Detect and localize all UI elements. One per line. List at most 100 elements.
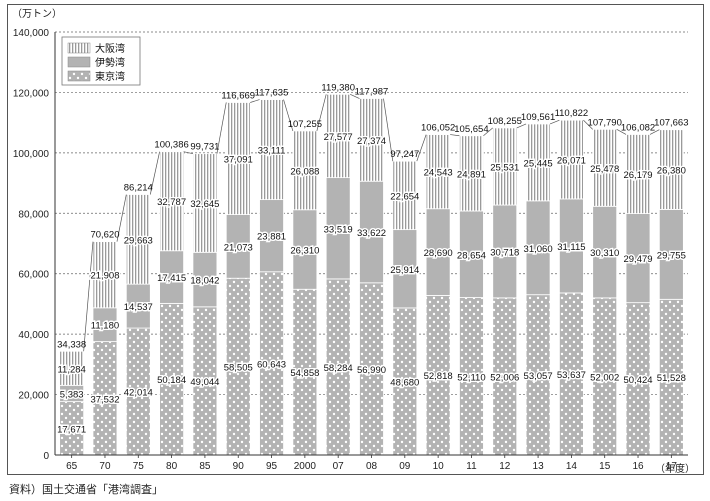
total-connector-line	[649, 129, 660, 135]
bar-segment-osaka-bay	[625, 134, 651, 214]
value-label-tokyo-bay: 50,424	[623, 375, 652, 386]
bar-segment-osaka-bay	[59, 350, 85, 386]
value-label-osaka-bay: 27,374	[357, 136, 386, 147]
bar-segment-ise-bay	[92, 307, 118, 342]
x-tick-label: 85	[199, 461, 211, 472]
bar-segment-osaka-bay	[192, 153, 218, 253]
bar-segment-osaka-bay	[225, 102, 251, 215]
value-label-tokyo-bay: 50,184	[157, 375, 186, 386]
value-label-osaka-bay: 24,891	[457, 169, 486, 180]
value-label-tokyo-bay: 58,505	[224, 363, 253, 374]
value-label-ise-bay: 25,914	[390, 265, 419, 276]
x-tick-label: 95	[266, 461, 278, 472]
bar-segment-ise-bay	[459, 210, 484, 298]
bar-segment-osaka-bay	[159, 151, 185, 252]
bar-segment-ise-bay	[492, 204, 518, 299]
bar-segment-ise-bay	[525, 200, 551, 296]
value-label-tokyo-bay: 49,044	[190, 377, 219, 388]
bar-segment-ise-bay	[425, 208, 451, 296]
total-connector-line	[350, 93, 360, 99]
value-label-osaka-bay: 22,654	[390, 191, 419, 202]
bar-segment-ise-bay	[225, 214, 251, 279]
legend-label-tokyo-bay: 東京湾	[95, 70, 125, 83]
total-connector-line	[549, 119, 560, 125]
y-tick-label: 120,000	[13, 88, 50, 99]
value-label-ise-bay: 11,180	[91, 321, 119, 332]
total-label: 34,338	[57, 339, 86, 350]
bar-segment-ise-bay	[625, 213, 651, 304]
total-label: 117,635	[255, 88, 289, 99]
value-label-ise-bay: 33,519	[324, 224, 353, 235]
value-label-osaka-bay: 32,787	[157, 197, 186, 208]
bar-segment-osaka-bay	[92, 241, 118, 309]
value-label-tokyo-bay: 52,002	[590, 372, 619, 383]
total-label: 116,669	[221, 90, 255, 101]
bar-segment-ise-bay	[592, 205, 618, 299]
value-label-ise-bay: 30,310	[590, 248, 619, 259]
x-tick-label: 70	[99, 461, 111, 472]
value-label-ise-bay: 17,415	[157, 273, 186, 284]
total-label: 97,247	[390, 149, 419, 160]
value-label-ise-bay: 26,310	[290, 246, 319, 257]
legend-label-osaka-bay: 大阪湾	[95, 42, 125, 55]
y-tick-label: 60,000	[18, 270, 49, 281]
value-label-osaka-bay: 29,663	[124, 235, 153, 246]
legend-swatch-tokyo-bay	[67, 70, 91, 82]
bar-segment-osaka-bay	[292, 130, 318, 211]
x-tick-label: 12	[499, 461, 511, 472]
bar-segment-osaka-bay	[558, 119, 584, 200]
chart-frame	[7, 4, 704, 475]
bar-segment-ise-bay	[392, 229, 418, 309]
legend-swatch-osaka-bay	[67, 42, 91, 54]
bar-segment-osaka-bay	[392, 160, 418, 231]
value-label-osaka-bay: 26,071	[557, 156, 586, 167]
value-label-ise-bay: 23,881	[257, 232, 286, 243]
total-connector-line	[483, 127, 493, 137]
y-tick-label: 140,000	[13, 28, 50, 39]
value-label-osaka-bay: 26,088	[290, 166, 319, 177]
total-connector-line	[183, 151, 193, 155]
bar-segment-osaka-bay	[525, 123, 551, 202]
value-label-tokyo-bay: 52,110	[457, 372, 485, 383]
x-tick-label: 08	[366, 461, 378, 472]
value-label-osaka-bay: 25,478	[590, 164, 619, 175]
y-tick-label: 20,000	[18, 391, 49, 402]
bar-segment-osaka-bay	[325, 93, 351, 179]
bar-segment-tokyo-bay	[292, 288, 318, 456]
y-tick-label: 0	[43, 451, 49, 462]
total-label: 117,987	[355, 87, 389, 98]
value-label-ise-bay: 18,042	[190, 276, 219, 287]
legend-swatch-ise-bay	[67, 56, 91, 68]
x-tick-label: 75	[133, 461, 145, 472]
value-label-ise-bay: 28,654	[457, 250, 486, 261]
value-label-tokyo-bay: 48,680	[390, 377, 419, 388]
value-label-tokyo-bay: 53,057	[524, 371, 553, 382]
total-label: 119,380	[321, 82, 355, 93]
total-connector-line	[149, 151, 160, 195]
value-label-ise-bay: 33,622	[357, 228, 386, 239]
bar-segment-tokyo-bay	[259, 271, 284, 456]
value-label-ise-bay: 30,718	[490, 247, 519, 258]
value-label-tokyo-bay: 37,532	[90, 394, 119, 405]
total-label: 107,790	[588, 117, 622, 128]
value-label-osaka-bay: 25,531	[490, 162, 519, 173]
bar-segment-tokyo-bay	[192, 306, 218, 456]
x-tick-label: 16	[632, 461, 644, 472]
total-connector-line	[616, 129, 627, 135]
value-label-ise-bay: 14,537	[124, 302, 153, 313]
total-connector-line	[383, 98, 394, 162]
total-label: 105,654	[454, 124, 488, 135]
x-tick-label: 2000	[294, 461, 317, 472]
bar-segment-ise-bay	[359, 180, 384, 284]
x-tick-label: 10	[433, 461, 445, 472]
value-label-ise-bay: 28,690	[424, 248, 453, 259]
bar-segment-ise-bay	[259, 199, 284, 273]
total-label: 109,561	[521, 112, 555, 123]
total-label: 70,620	[90, 230, 119, 241]
value-label-ise-bay: 31,115	[557, 242, 585, 253]
value-label-tokyo-bay: 51,528	[657, 373, 686, 384]
x-tick-label: 09	[399, 461, 411, 472]
total-connector-line	[450, 134, 460, 137]
total-label: 106,082	[621, 122, 655, 133]
value-label-tokyo-bay: 54,858	[290, 368, 319, 379]
